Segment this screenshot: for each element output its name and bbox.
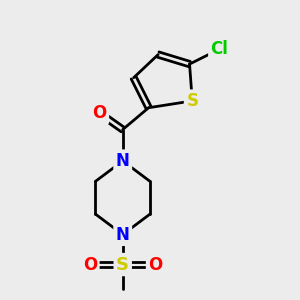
Text: S: S (116, 256, 129, 274)
Text: S: S (186, 92, 198, 110)
Text: O: O (92, 104, 107, 122)
Text: Cl: Cl (211, 40, 229, 58)
Text: N: N (116, 226, 130, 244)
Text: O: O (83, 256, 97, 274)
Text: O: O (148, 256, 163, 274)
Text: N: N (116, 152, 130, 170)
